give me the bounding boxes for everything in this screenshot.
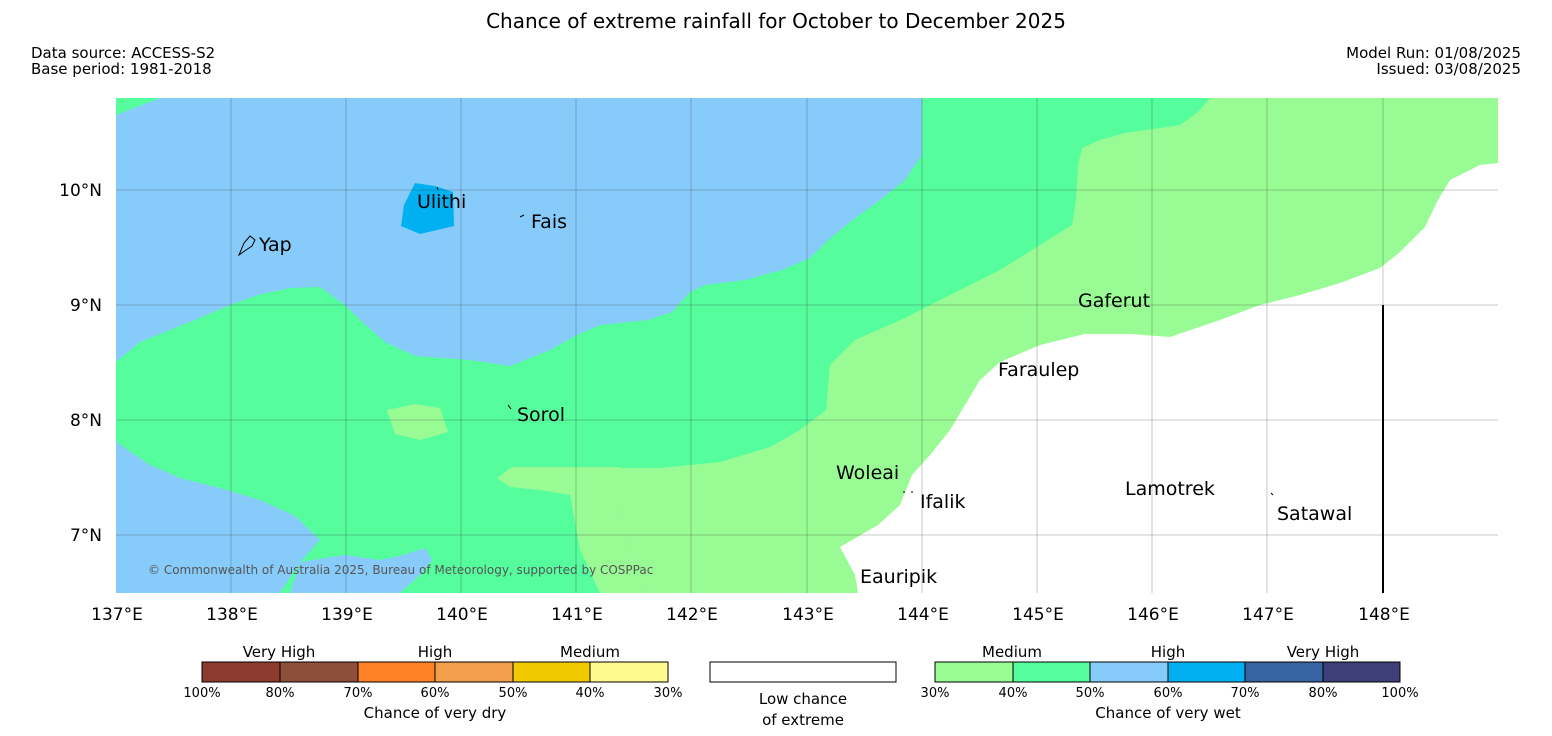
lon-tick: 139°E — [321, 605, 373, 625]
lon-tick: 147°E — [1242, 605, 1294, 625]
legend-caption: of extreme — [762, 711, 844, 729]
issued-text: Issued: 03/08/2025 — [1376, 60, 1521, 78]
lon-tick-labels: 137°E 138°E 139°E 140°E 141°E 142°E 143°… — [91, 605, 1410, 625]
place-label: Sorol — [517, 404, 565, 426]
legend-caption: Chance of very wet — [1095, 704, 1241, 722]
lat-tick: 7°N — [70, 526, 102, 546]
legend-group-label: Very High — [1287, 643, 1360, 661]
lat-tick: 8°N — [70, 411, 102, 431]
legend-tick: 80% — [1309, 686, 1338, 701]
lon-tick: 141°E — [551, 605, 603, 625]
legend-swatch — [590, 662, 668, 682]
place-label: Eauripik — [860, 566, 937, 588]
meta-right: Model Run: 01/08/2025 Issued: 03/08/2025 — [1346, 45, 1521, 77]
place-label: Fais — [531, 211, 567, 233]
map-area: Ulithi Fais Yap Gaferut Faraulep Sorol W… — [116, 98, 1498, 593]
lon-tick: 145°E — [1012, 605, 1064, 625]
zone-low-chance — [840, 163, 1498, 593]
legend-caption: Chance of very dry — [364, 704, 507, 722]
legend-swatch — [709, 661, 897, 683]
legend-tick: 50% — [1076, 686, 1105, 701]
zone-wet-30-40-tongue — [497, 467, 645, 593]
lon-tick: 142°E — [666, 605, 718, 625]
map-title: Chance of extreme rainfall for October t… — [486, 9, 1066, 33]
legend-tick: 100% — [1381, 686, 1418, 701]
legend-group-label: High — [418, 643, 452, 661]
legend-swatch — [280, 662, 358, 682]
place-label: Lamotrek — [1125, 478, 1215, 500]
legend-tick: 30% — [921, 686, 950, 701]
legend-tick: 50% — [499, 686, 528, 701]
legend-group-label: Medium — [982, 643, 1042, 661]
legend-swatch — [358, 662, 435, 682]
legend-tick: 60% — [421, 686, 450, 701]
legend-tick: 100% — [183, 686, 220, 701]
legend-wet: Medium High Very High 30% 40% 50% 60% 70… — [921, 643, 1419, 722]
place-label: Satawal — [1277, 503, 1352, 525]
lon-tick: 140°E — [436, 605, 488, 625]
place-label: Woleai — [836, 462, 899, 484]
zone-wet-60-70 — [401, 183, 454, 234]
legend-group-label: High — [1151, 643, 1185, 661]
legend-group-label: Medium — [560, 643, 620, 661]
data-source-text: Data source: ACCESS-S2 — [31, 44, 216, 62]
lon-tick: 143°E — [782, 605, 834, 625]
lat-tick: 10°N — [59, 181, 102, 201]
legend-caption: Low chance — [759, 690, 847, 708]
legend-tick: 40% — [576, 686, 605, 701]
lon-tick: 148°E — [1358, 605, 1410, 625]
lon-tick: 137°E — [91, 605, 143, 625]
legend-swatch — [1090, 662, 1168, 682]
place-label: Ulithi — [417, 191, 466, 213]
yap-island — [237, 235, 256, 257]
place-label: Gaferut — [1078, 290, 1150, 312]
place-label: Ifalik — [920, 491, 966, 513]
lat-tick: 9°N — [70, 296, 102, 316]
ulithi-island — [436, 186, 439, 191]
legend-swatch — [1323, 662, 1400, 682]
copyright-text: © Commonwealth of Australia 2025, Bureau… — [148, 563, 653, 577]
legend-swatch — [435, 662, 513, 682]
legend-tick: 70% — [1231, 686, 1260, 701]
legend-dry: Very High High Medium 100% 80% 70% 60% 5… — [183, 643, 682, 722]
legend-swatch — [1168, 662, 1245, 682]
lon-tick: 146°E — [1127, 605, 1179, 625]
satawal-island — [1270, 492, 1274, 496]
place-label: Faraulep — [998, 359, 1079, 381]
legend-swatch — [935, 662, 1013, 682]
legend-neutral: Low chance of extreme — [709, 661, 897, 729]
lat-tick-labels: 10°N 9°N 8°N 7°N — [59, 181, 102, 546]
legend-swatch — [202, 662, 280, 682]
sorol-island — [507, 404, 512, 410]
lon-tick: 138°E — [206, 605, 258, 625]
legend-tick: 30% — [654, 686, 683, 701]
legend-tick: 70% — [344, 686, 373, 701]
zone-wet-50-60-north — [116, 98, 922, 366]
lon-tick: 144°E — [897, 605, 949, 625]
fais-island — [519, 214, 525, 218]
zone-wet-50-60-south — [116, 442, 320, 593]
place-label: Yap — [258, 234, 292, 256]
legend-tick: 80% — [266, 686, 295, 701]
model-run-text: Model Run: 01/08/2025 — [1346, 44, 1521, 62]
legend-group-label: Very High — [243, 643, 316, 661]
meta-left: Data source: ACCESS-S2 Base period: 1981… — [31, 45, 215, 77]
zone-wet-50-60-south-2 — [290, 548, 432, 593]
legend-swatch — [1013, 662, 1090, 682]
base-period-text: Base period: 1981-2018 — [31, 60, 212, 78]
zone-wet-30-40-patch — [387, 404, 448, 440]
legend-swatch — [513, 662, 590, 682]
islands — [237, 186, 1274, 496]
legend-tick: 40% — [999, 686, 1028, 701]
legend-tick: 60% — [1154, 686, 1183, 701]
legend-swatch — [1245, 662, 1323, 682]
